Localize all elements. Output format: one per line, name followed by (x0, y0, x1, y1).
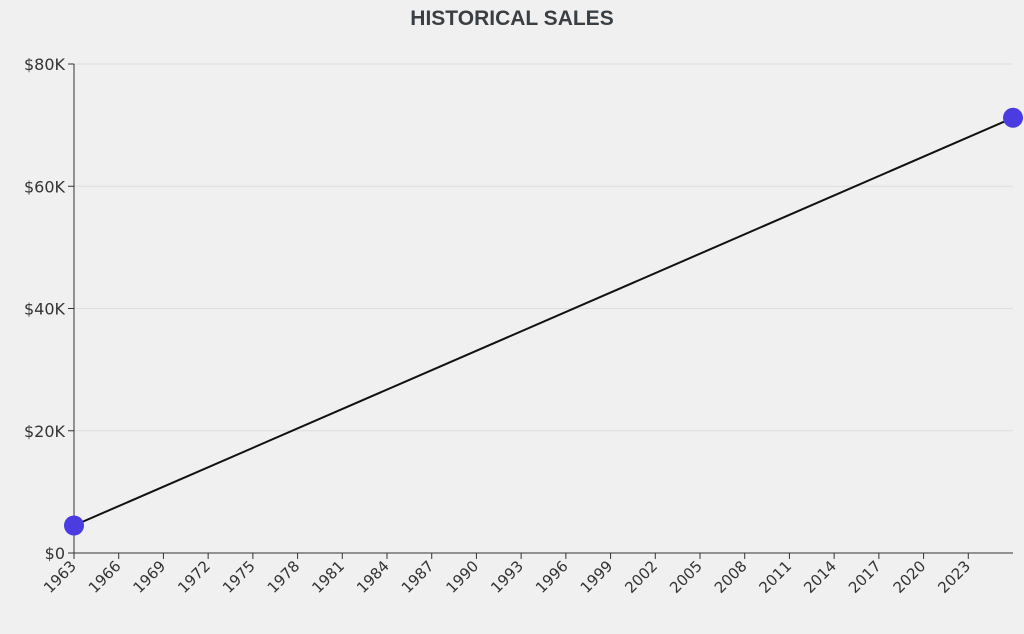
x-tick-label: 1996 (532, 557, 572, 597)
x-tick-label: 1978 (264, 557, 304, 597)
series-layer (64, 107, 1023, 536)
x-tick-label: 1975 (219, 557, 259, 597)
x-tick-label: 1981 (308, 557, 348, 597)
x-tick-label: 2014 (800, 557, 840, 597)
y-tick-label: $20K (24, 422, 66, 441)
x-tick-label: 1987 (398, 557, 438, 597)
x-tick-label: 2002 (621, 557, 661, 597)
x-tick-label: 1999 (577, 557, 617, 597)
x-tick-label: 2011 (756, 557, 796, 597)
x-tick-label: 2008 (711, 557, 751, 597)
y-tick-label: $60K (24, 177, 66, 196)
y-tick-label: $80K (24, 55, 66, 74)
x-tick-label: 1993 (487, 557, 527, 597)
x-tick-label: 1969 (130, 557, 170, 597)
x-tick-label: 1984 (353, 557, 393, 597)
chart-title: HISTORICAL SALES (410, 7, 613, 30)
x-tick-label: 2005 (666, 557, 706, 597)
data-point (1003, 107, 1023, 128)
x-tick-label: 1990 (443, 557, 483, 597)
data-point (64, 515, 84, 536)
x-tick-label: 2017 (845, 557, 885, 597)
x-tick-label: 1966 (85, 557, 125, 597)
gridlines (74, 63, 1013, 432)
x-tick-label: 1963 (40, 557, 80, 597)
x-tick-label: 2020 (890, 557, 930, 597)
series-line (73, 116, 1014, 527)
y-tick-label: $40K (24, 300, 66, 319)
x-tick-label: 2023 (934, 557, 974, 597)
y-tick-label: $0 (45, 544, 65, 563)
x-tick-label: 1972 (174, 557, 214, 597)
